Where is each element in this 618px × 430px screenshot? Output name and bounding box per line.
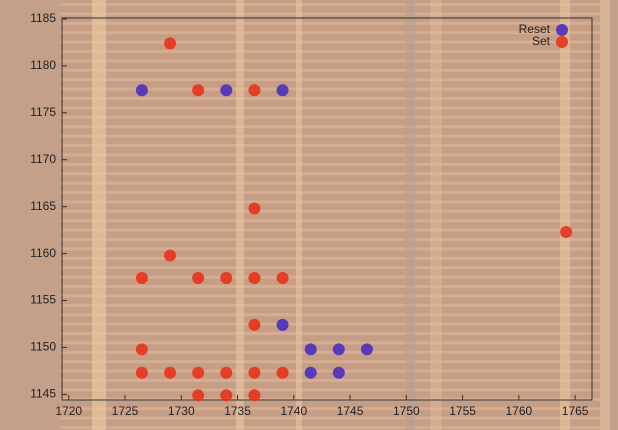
x-tick-label: 1740 (280, 404, 307, 418)
y-tick-label: 1165 (30, 199, 56, 213)
plot-frame (61, 17, 593, 401)
point (332, 343, 345, 356)
point (276, 318, 289, 331)
y-tick-label: 1185 (30, 11, 56, 25)
x-tick-label: 1750 (393, 404, 420, 418)
legend-marker (556, 36, 568, 48)
point (192, 366, 205, 379)
point (135, 271, 148, 284)
y-tick-label: 1150 (30, 340, 56, 354)
legend-label: Reset (519, 22, 551, 36)
y-tick-label: 1175 (30, 105, 56, 119)
point (164, 249, 177, 262)
x-tick-label: 1765 (562, 404, 589, 418)
y-tick-label: 1180 (30, 58, 56, 72)
point (220, 84, 233, 97)
point (135, 343, 148, 356)
x-tick-label: 1720 (55, 404, 82, 418)
y-tick-label: 1170 (30, 152, 56, 166)
point (192, 389, 205, 402)
point (304, 366, 317, 379)
y-tick-label: 1160 (30, 246, 56, 260)
point (248, 389, 261, 402)
point (360, 343, 373, 356)
x-tick-label: 1725 (112, 404, 139, 418)
legend-marker (556, 24, 568, 36)
point (276, 366, 289, 379)
point (220, 366, 233, 379)
legend-label: Set (532, 34, 551, 48)
point (164, 37, 177, 50)
point (135, 366, 148, 379)
x-tick-label: 1730 (168, 404, 195, 418)
point (135, 84, 148, 97)
point (248, 318, 261, 331)
point (276, 271, 289, 284)
point (220, 389, 233, 402)
point (248, 271, 261, 284)
point (220, 271, 233, 284)
point (248, 366, 261, 379)
point (164, 366, 177, 379)
y-tick-label: 1155 (30, 293, 56, 307)
point (276, 84, 289, 97)
point (332, 366, 345, 379)
point (248, 84, 261, 97)
x-tick-label: 1755 (449, 404, 476, 418)
x-tick-label: 1735 (224, 404, 251, 418)
point (560, 225, 573, 238)
point (192, 84, 205, 97)
point (304, 343, 317, 356)
x-tick-label: 1760 (506, 404, 533, 418)
point (192, 271, 205, 284)
point (248, 202, 261, 215)
y-tick-label: 1145 (30, 387, 56, 401)
x-tick-label: 1745 (337, 404, 364, 418)
